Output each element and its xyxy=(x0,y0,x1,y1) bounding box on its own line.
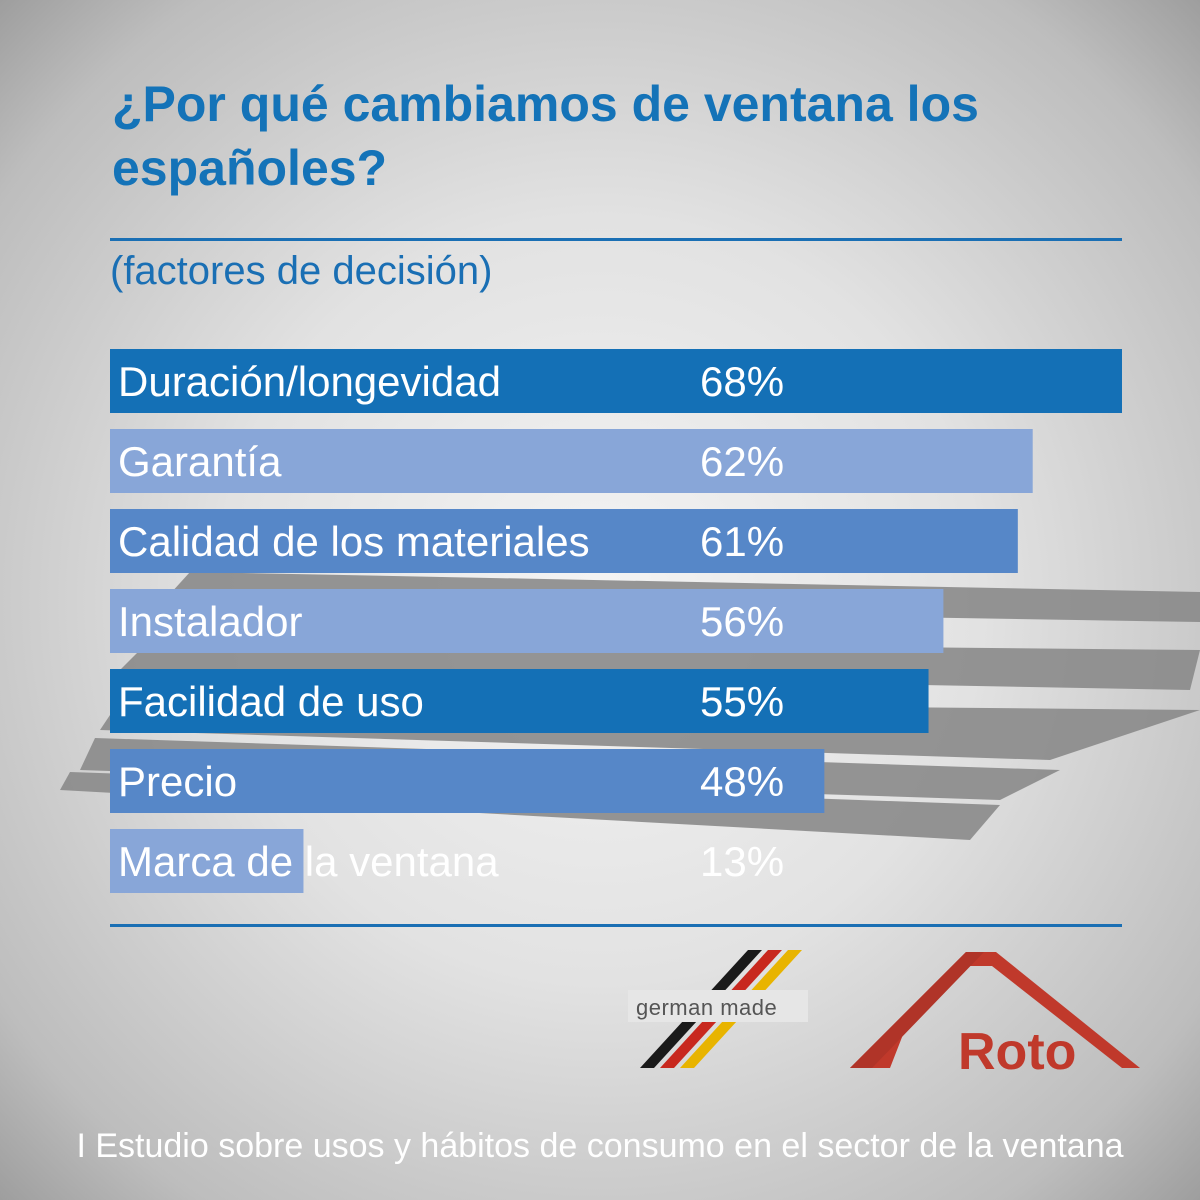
bar-category-label: Marca de la ventana xyxy=(118,838,499,885)
bar-value-label: 13% xyxy=(700,838,784,885)
german-made-logo xyxy=(628,950,808,1068)
bar-category-label: Calidad de los materiales xyxy=(118,518,590,565)
bar-value-label: 62% xyxy=(700,438,784,485)
roto-roof-logo xyxy=(850,952,1140,1068)
german-made-text: german made xyxy=(636,995,778,1020)
bar-5 xyxy=(110,749,825,813)
bar-4 xyxy=(110,669,929,733)
bar-category-label: Facilidad de uso xyxy=(118,678,424,725)
bar-category-label: Instalador xyxy=(118,598,302,645)
roto-logo-text: Roto xyxy=(958,1023,1077,1081)
footer-caption: I Estudio sobre usos y hábitos de consum… xyxy=(76,1127,1124,1165)
bar-value-label: 48% xyxy=(700,758,784,805)
bar-category-label: Duración/longevidad xyxy=(118,358,501,405)
bar-category-label: Precio xyxy=(118,758,237,805)
bar-6 xyxy=(110,829,304,893)
page-title: ¿Por qué cambiamos de ventana los españo… xyxy=(112,76,979,196)
bar-3 xyxy=(110,589,944,653)
bar-1 xyxy=(110,429,1033,493)
page-subtitle: (factores de decisión) xyxy=(110,249,493,293)
bar-value-label: 55% xyxy=(700,678,784,725)
bar-category-label: Garantía xyxy=(118,438,282,485)
bar-2 xyxy=(110,509,1018,573)
bar-value-label: 68% xyxy=(700,358,784,405)
bar-0 xyxy=(110,349,1122,413)
chart-bottom-divider xyxy=(110,924,1122,927)
title-divider xyxy=(110,238,1122,241)
bar-value-label: 56% xyxy=(700,598,784,645)
bar-value-label: 61% xyxy=(700,518,784,565)
